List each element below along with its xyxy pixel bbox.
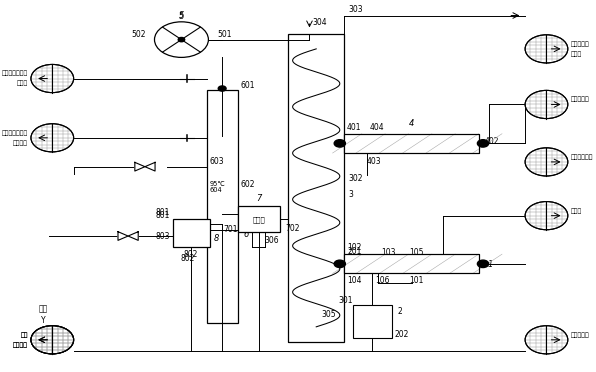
Circle shape (218, 86, 226, 91)
Bar (344, 254, 479, 273)
Text: 104: 104 (347, 276, 362, 285)
Circle shape (525, 35, 568, 63)
Text: 去安全装置: 去安全装置 (570, 97, 589, 102)
Text: 来自外管: 来自外管 (13, 140, 28, 145)
Text: 306: 306 (265, 235, 279, 245)
Circle shape (334, 140, 346, 147)
Text: 103: 103 (381, 248, 395, 257)
Text: 5: 5 (179, 12, 184, 21)
Circle shape (334, 260, 346, 267)
Circle shape (525, 148, 568, 176)
Text: 生污水泵重沿: 生污水泵重沿 (570, 154, 593, 160)
Text: 105: 105 (409, 248, 423, 257)
Bar (288, 34, 344, 341)
Text: 106: 106 (375, 276, 390, 285)
Text: 403: 403 (367, 157, 381, 166)
Text: 302: 302 (349, 174, 364, 183)
Circle shape (31, 326, 74, 354)
Text: 7: 7 (256, 195, 262, 203)
Text: 201: 201 (347, 247, 362, 256)
Bar (173, 219, 210, 247)
Bar (238, 206, 280, 232)
Circle shape (31, 64, 74, 93)
Text: 蒸汽: 蒸汽 (21, 332, 28, 338)
Text: 401: 401 (347, 122, 362, 132)
Text: 304: 304 (312, 19, 327, 28)
Text: 802: 802 (181, 254, 195, 263)
Circle shape (525, 326, 568, 354)
Bar (344, 134, 479, 153)
Text: 801: 801 (156, 211, 170, 220)
Text: 3: 3 (349, 189, 353, 199)
Text: 402: 402 (485, 137, 499, 146)
Text: 502: 502 (132, 29, 146, 39)
Circle shape (477, 260, 489, 267)
Text: 6: 6 (243, 230, 249, 239)
Text: 601: 601 (240, 81, 255, 90)
Text: 305: 305 (322, 310, 337, 319)
Polygon shape (128, 232, 138, 240)
Text: 701: 701 (224, 225, 238, 234)
Text: 来自外管: 来自外管 (13, 342, 28, 347)
Text: 4: 4 (409, 119, 414, 128)
Text: 202: 202 (395, 330, 409, 339)
Text: 303: 303 (349, 6, 364, 15)
Text: 5: 5 (179, 11, 184, 20)
Text: 604: 604 (210, 187, 222, 193)
Text: Y: Y (41, 316, 46, 325)
Text: 702: 702 (285, 224, 300, 233)
Circle shape (154, 22, 209, 57)
Text: 602: 602 (240, 180, 255, 189)
Circle shape (477, 140, 489, 147)
Text: 蒸汽冷凝液: 蒸汽冷凝液 (570, 41, 589, 47)
Circle shape (525, 202, 568, 230)
Bar (353, 305, 392, 338)
Text: 603: 603 (210, 157, 224, 166)
Text: 循环冷却水上水: 循环冷却水上水 (2, 130, 28, 136)
Text: 废气去系外: 废气去系外 (570, 332, 589, 338)
Text: 102: 102 (347, 243, 362, 252)
Polygon shape (118, 232, 128, 240)
Text: 排污: 排污 (38, 305, 48, 314)
Text: 8: 8 (214, 234, 219, 243)
Bar (344, 134, 479, 153)
Text: 蒸汽: 蒸汽 (21, 332, 28, 338)
Text: 2: 2 (398, 307, 402, 316)
Text: 803: 803 (156, 232, 170, 241)
Text: 101: 101 (409, 276, 423, 285)
Text: 循环冷却水回水: 循环冷却水回水 (2, 71, 28, 76)
Text: 802: 802 (184, 250, 198, 259)
Text: 来自泵: 来自泵 (17, 81, 28, 86)
Text: 501: 501 (217, 29, 231, 39)
Polygon shape (145, 162, 155, 171)
Text: 301: 301 (339, 296, 353, 305)
Text: 去外管: 去外管 (570, 51, 582, 57)
Circle shape (525, 90, 568, 119)
Circle shape (178, 38, 185, 42)
Text: 来自外管: 来自外管 (13, 342, 28, 347)
Text: 湿污泥: 湿污泥 (570, 208, 582, 214)
Text: 加热器: 加热器 (252, 216, 265, 223)
Bar (344, 254, 479, 273)
Text: 1: 1 (488, 260, 493, 269)
Circle shape (31, 124, 74, 152)
Text: 95℃: 95℃ (210, 181, 225, 187)
Polygon shape (135, 162, 145, 171)
Bar (207, 90, 238, 323)
Circle shape (31, 326, 74, 354)
Text: 801: 801 (156, 208, 170, 217)
Text: 404: 404 (370, 122, 384, 132)
